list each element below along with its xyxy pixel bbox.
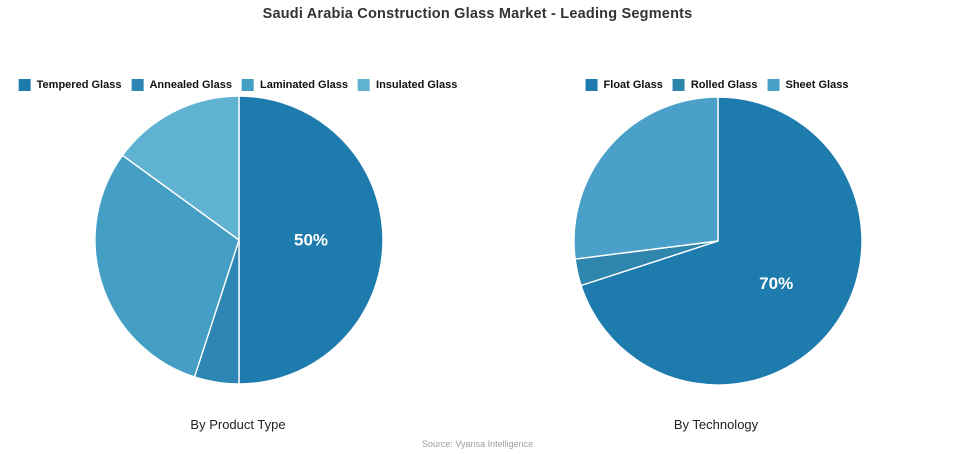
legend-swatch-icon: [241, 79, 254, 91]
legend-item-annealed-glass: Annealed Glass: [131, 79, 232, 91]
legend-item-tempered-glass: Tempered Glass: [18, 79, 122, 91]
legend-technology: Float Glass Rolled Glass Sheet Glass: [581, 79, 854, 91]
legend-swatch-icon: [131, 79, 144, 91]
legend-label: Tempered Glass: [36, 79, 122, 91]
pie-slice-sheet-glass: [573, 96, 719, 260]
source-note: Source: Vyansa Intelligence: [421, 439, 534, 449]
slice-percentage-label: 50%: [294, 231, 328, 250]
chart-title: Saudi Arabia Construction Glass Market -…: [262, 6, 693, 22]
pie-chart-technology: 70%: [573, 96, 863, 386]
legend-swatch-icon: [358, 79, 371, 91]
legend-label: Insulated Glass: [376, 79, 458, 91]
legend-swatch-icon: [585, 79, 598, 91]
pie-chart-product-type: 50%: [94, 95, 384, 385]
legend-item-laminated-glass: Laminated Glass: [241, 79, 349, 91]
caption-product-type: By Product Type: [190, 417, 286, 432]
legend-label: Sheet Glass: [785, 79, 849, 91]
legend-item-sheet-glass: Sheet Glass: [767, 79, 848, 91]
legend-label: Laminated Glass: [259, 79, 349, 91]
pie-slice-tempered-glass: [238, 95, 384, 385]
legend-label: Float Glass: [603, 79, 663, 91]
legend-swatch-icon: [767, 79, 780, 91]
pie-slice-insulated-glass: [121, 95, 240, 241]
slice-percentage-label: 70%: [759, 274, 793, 293]
legend-item-insulated-glass: Insulated Glass: [358, 79, 457, 91]
pie-slice-laminated-glass: [94, 154, 240, 378]
legend-swatch-icon: [18, 79, 31, 91]
legend-label: Rolled Glass: [690, 79, 758, 91]
legend-label: Annealed Glass: [149, 79, 232, 91]
legend-swatch-icon: [672, 79, 685, 91]
legend-product-type: Tempered Glass Annealed Glass Laminated Gl…: [14, 79, 463, 91]
caption-technology: By Technology: [673, 417, 759, 432]
pie-slice-float-glass: [580, 96, 863, 386]
legend-item-rolled-glass: Rolled Glass: [672, 79, 758, 91]
legend-item-float-glass: Float Glass: [585, 79, 663, 91]
